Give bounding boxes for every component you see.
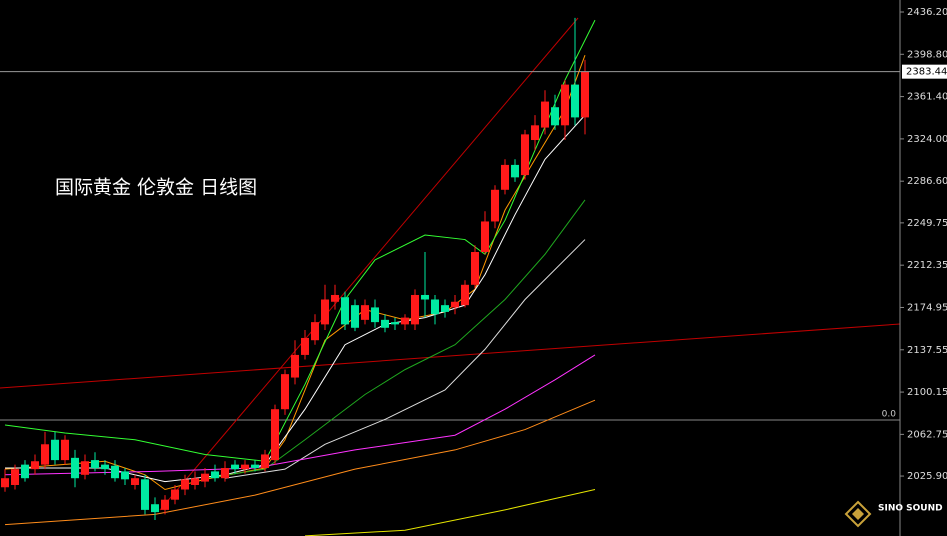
candle-body [61, 439, 69, 461]
y-tick-label: 2398.80 [907, 49, 947, 60]
candle-body [581, 71, 589, 118]
candle-body [471, 251, 479, 285]
candle-body [91, 460, 99, 469]
candle-body [231, 464, 239, 470]
indicator-line [304, 489, 596, 536]
candle-body [311, 322, 319, 341]
candle-body [191, 478, 199, 485]
candle-body [31, 461, 39, 470]
indicator-line [4, 354, 596, 476]
candle-body [361, 305, 369, 320]
candle-body [101, 464, 109, 470]
y-tick-label: 2137.55 [907, 345, 947, 356]
candle-body [421, 294, 429, 300]
y-tick-label: 2361.40 [907, 92, 947, 103]
indicator-line [224, 239, 586, 479]
indicator-line [4, 19, 596, 462]
candle-body [491, 189, 499, 222]
y-tick-label: 2436.20 [907, 7, 947, 18]
candle-body [181, 479, 189, 490]
logo-icon [844, 500, 872, 528]
candle-body [51, 439, 59, 461]
candle-body [331, 294, 339, 302]
candle-body [111, 465, 119, 479]
candle-body [541, 101, 549, 128]
y-tick-label: 2249.75 [907, 218, 947, 229]
candle-body [351, 305, 359, 328]
candle-body [121, 471, 129, 480]
candle-body [401, 317, 409, 325]
candle-body [431, 299, 439, 315]
candle-body [571, 84, 579, 118]
y-tick-label: 2062.75 [907, 429, 947, 440]
candle-body [71, 457, 79, 479]
candle-body [291, 354, 299, 378]
candle-body [1, 478, 9, 488]
candle-body [141, 479, 149, 510]
zero-label: 0.0 [882, 410, 897, 420]
candle-body [301, 337, 309, 355]
candle-body [81, 461, 89, 475]
logo-icon [852, 508, 864, 520]
candle-body [481, 221, 489, 252]
y-tick-label: 2212.35 [907, 260, 947, 271]
candle-body [41, 444, 49, 465]
indicator-line [4, 55, 586, 491]
candle-body [131, 478, 139, 485]
logo: SINO SOUND [844, 500, 943, 528]
candle-body [501, 164, 509, 190]
candle-body [371, 307, 379, 323]
indicator-line [204, 199, 586, 479]
candle-body [271, 409, 279, 461]
candle-body [381, 319, 389, 328]
candle-body [151, 504, 159, 513]
candle-body [171, 489, 179, 500]
watermark: SINO SOUND [878, 504, 943, 514]
candle-body [441, 305, 449, 312]
candle-body [221, 468, 229, 479]
candle-body [511, 164, 519, 178]
candle-body [411, 294, 419, 325]
candle-body [161, 499, 169, 510]
candle-body [341, 297, 349, 325]
candle-body [261, 454, 269, 469]
trend-line [0, 323, 901, 389]
chart-title: 国际黄金 伦敦金 日线图 [55, 177, 257, 199]
y-tick-label: 2174.95 [907, 302, 947, 313]
last-price-label: 2383.44 [906, 67, 947, 78]
candle-body [551, 107, 559, 126]
indicator-line [5, 114, 586, 483]
y-tick-label: 2286.60 [907, 176, 947, 187]
candle-body [281, 374, 289, 410]
candle-body [201, 473, 209, 482]
candle-body [561, 84, 569, 126]
candle-body [391, 322, 399, 325]
candle-body [251, 464, 259, 469]
candle-body [521, 134, 529, 176]
y-tick-label: 2100.15 [907, 387, 947, 398]
y-tick-label: 2025.90 [907, 471, 947, 482]
candle-body [451, 301, 459, 308]
candle-body [11, 469, 19, 485]
candle-body [531, 125, 539, 141]
candle-body [21, 464, 29, 479]
candle-body [321, 299, 329, 325]
candle-body [211, 471, 219, 479]
trend-line [159, 17, 579, 511]
y-tick-label: 2324.00 [907, 134, 947, 145]
candle-body [461, 284, 469, 306]
candle-body [241, 464, 249, 470]
last-price-box [902, 64, 947, 79]
